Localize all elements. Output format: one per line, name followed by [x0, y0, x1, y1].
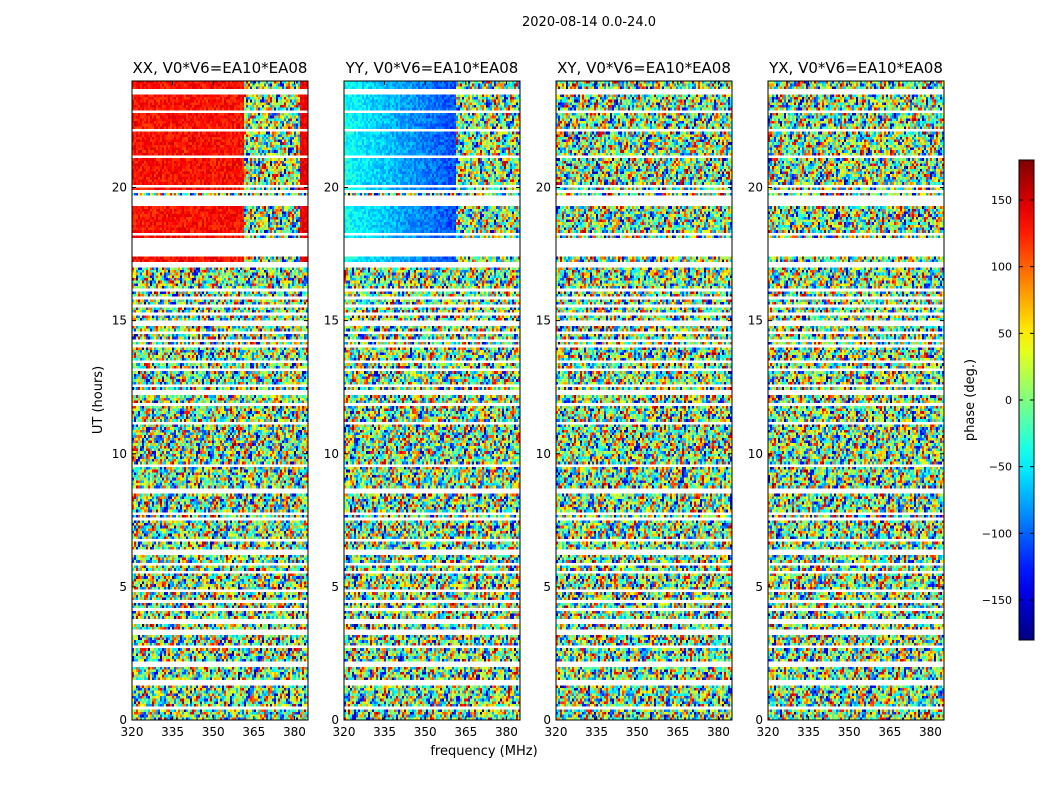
y-tick-label: 20 [112, 181, 127, 195]
x-tick-label: 350 [202, 725, 225, 739]
y-tick-label: 0 [755, 713, 763, 727]
x-tick-label: 320 [121, 725, 144, 739]
x-tick-label: 380 [283, 725, 306, 739]
heatmap-image [768, 81, 944, 720]
heatmap-image [132, 81, 308, 720]
x-tick-label: 350 [414, 725, 437, 739]
x-tick-label: 320 [757, 725, 780, 739]
suptitle: 2020-08-14 0.0-24.0 [522, 15, 656, 30]
y-tick-label: 15 [748, 314, 763, 328]
panel-xx: XX, V0*V6=EA10*EA08 320 335 350 365 380 0 5 10 15… [112, 59, 309, 739]
x-tick-label: 335 [797, 725, 820, 739]
x-tick-label: 380 [919, 725, 942, 739]
colorbar: −150 −100 −50 0 50 100 150 [982, 159, 1035, 641]
colorbar-tick-label: 50 [998, 327, 1012, 340]
panel-title: XY, V0*V6=EA10*EA08 [557, 59, 731, 77]
panel-xy: XY, V0*V6=EA10*EA08 320 335 350 365 380 0 5 10 15… [536, 59, 733, 739]
y-tick-label: 15 [536, 314, 551, 328]
x-tick-label: 335 [161, 725, 184, 739]
plot-frame [131, 80, 309, 721]
y-tick-label: 5 [543, 580, 551, 594]
y-tick-label: 0 [331, 713, 339, 727]
colorbar-label: phase (deg.) [963, 359, 978, 441]
y-tick-label: 5 [331, 580, 339, 594]
plot-frame [767, 80, 945, 721]
y-tick-label: 10 [112, 447, 127, 461]
colorbar-tick-label: −150 [982, 594, 1012, 607]
panel-title: YY, V0*V6=EA10*EA08 [345, 59, 519, 77]
x-tick-label: 365 [454, 725, 477, 739]
y-tick-label: 0 [543, 713, 551, 727]
y-tick-label: 15 [112, 314, 127, 328]
heatmap-image [344, 81, 520, 720]
x-tick-label: 320 [333, 725, 356, 739]
y-tick-label: 20 [536, 181, 551, 195]
y-tick-label: 10 [536, 447, 551, 461]
x-tick-label: 320 [545, 725, 568, 739]
panel-yy: YY, V0*V6=EA10*EA08 320 335 350 365 380 0 5 10 15… [324, 59, 521, 739]
panel-title: XX, V0*V6=EA10*EA08 [133, 59, 308, 77]
y-tick-label: 5 [119, 580, 127, 594]
colorbar-tick-label: −100 [982, 527, 1012, 540]
y-tick-label: 20 [748, 181, 763, 195]
x-tick-label: 365 [666, 725, 689, 739]
x-axis-label: frequency (MHz) [430, 744, 537, 759]
colorbar-tick-label: 100 [991, 261, 1012, 274]
x-tick-label: 365 [878, 725, 901, 739]
x-tick-label: 335 [373, 725, 396, 739]
heatmap-image [556, 81, 732, 720]
y-axis-label: UT (hours) [91, 366, 106, 434]
x-tick-label: 380 [495, 725, 518, 739]
panel-title: YX, V0*V6=EA10*EA08 [768, 59, 943, 77]
y-tick-label: 10 [324, 447, 339, 461]
y-tick-label: 5 [755, 580, 763, 594]
plot-frame [555, 80, 733, 721]
colorbar-tick-label: 150 [991, 194, 1012, 207]
x-tick-label: 380 [707, 725, 730, 739]
colorbar-tick-label: −50 [989, 461, 1012, 474]
panel-yx: YX, V0*V6=EA10*EA08 320 335 350 365 380 0 5 10 15… [748, 59, 945, 739]
x-tick-label: 365 [242, 725, 265, 739]
y-tick-label: 10 [748, 447, 763, 461]
panels: XX, V0*V6=EA10*EA08 320 335 350 365 380 0 5 10 15… [112, 59, 945, 739]
x-tick-label: 335 [585, 725, 608, 739]
colorbar-tick-label: 0 [1005, 394, 1012, 407]
x-tick-label: 350 [626, 725, 649, 739]
plot-frame [343, 80, 521, 721]
y-tick-label: 15 [324, 314, 339, 328]
x-tick-label: 350 [838, 725, 861, 739]
y-tick-label: 0 [119, 713, 127, 727]
y-tick-label: 20 [324, 181, 339, 195]
